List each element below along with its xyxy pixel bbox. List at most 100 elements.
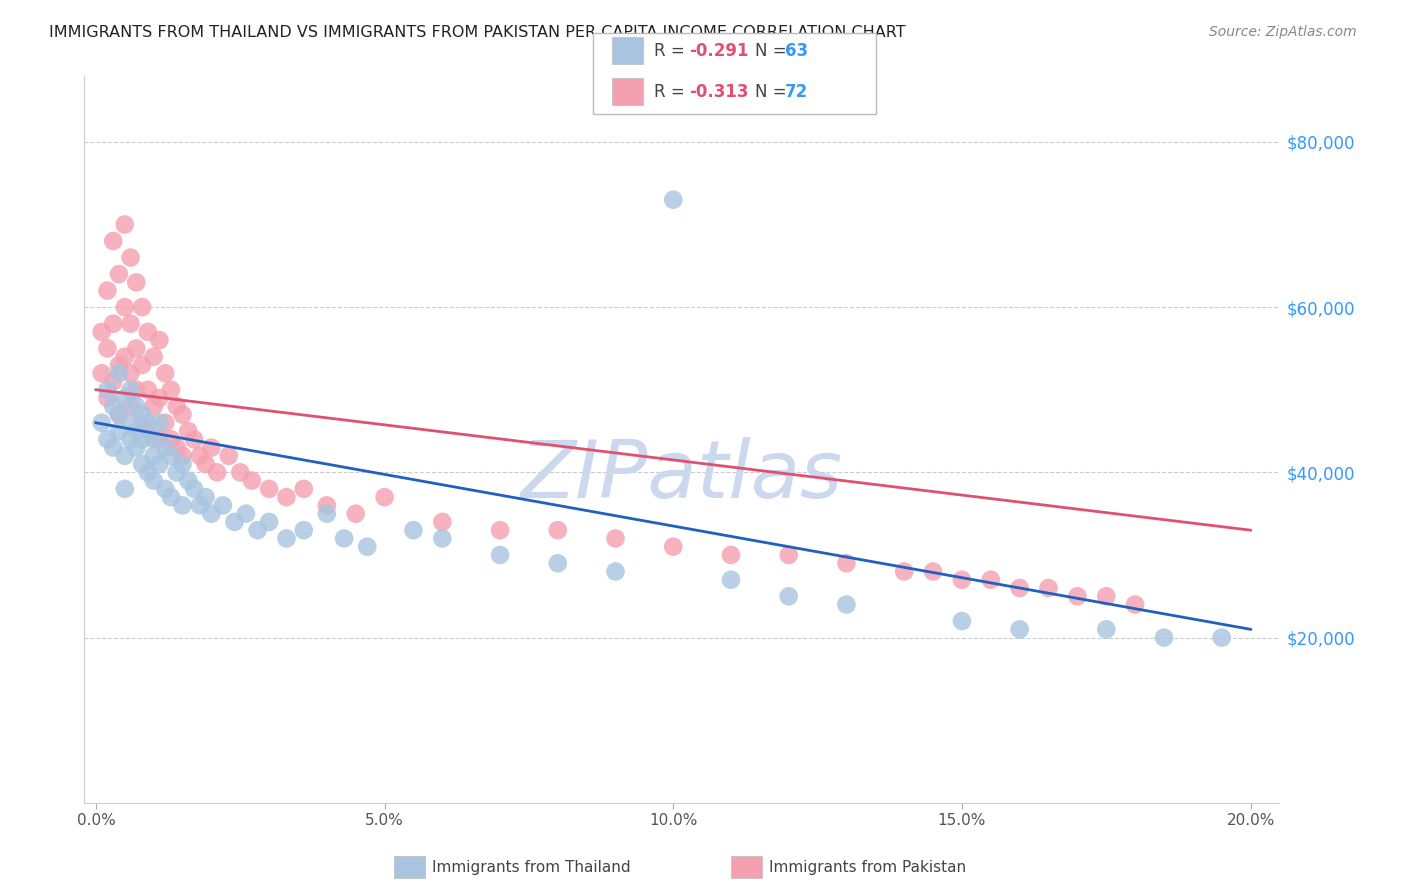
Point (194, 457, 217, 471)
Point (96, 391, 118, 405)
Point (778, 548, 800, 562)
Point (183, 482, 205, 496)
Point (547, 523, 569, 537)
Point (1211, 631, 1233, 645)
Point (131, 358, 153, 372)
Point (136, 424, 159, 438)
Point (547, 556, 569, 570)
Text: Immigrants from Pakistan: Immigrants from Pakistan (769, 860, 966, 874)
Point (153, 482, 176, 496)
Point (315, 499, 337, 513)
Point (125, 342, 148, 356)
Point (142, 474, 165, 488)
Point (662, 540, 685, 554)
Point (489, 548, 512, 562)
Point (160, 432, 183, 446)
Point (142, 432, 165, 446)
Point (120, 366, 142, 380)
Point (103, 317, 125, 331)
Point (131, 457, 153, 471)
Point (240, 474, 263, 488)
Point (172, 457, 194, 471)
Point (292, 482, 315, 496)
Point (120, 416, 142, 430)
Point (1123, 598, 1146, 612)
Point (96, 342, 118, 356)
Point (131, 408, 153, 422)
Point (114, 300, 136, 314)
Point (153, 366, 176, 380)
Point (131, 300, 153, 314)
Point (125, 276, 148, 290)
Point (142, 350, 165, 364)
Point (166, 441, 188, 455)
Point (720, 548, 742, 562)
Point (153, 441, 176, 455)
Point (108, 267, 131, 281)
Point (257, 515, 280, 529)
Point (96, 432, 118, 446)
Point (172, 499, 194, 513)
Point (188, 499, 211, 513)
Point (1095, 589, 1118, 603)
Point (114, 218, 136, 232)
Point (166, 466, 188, 480)
Text: N =: N = (755, 83, 792, 101)
Point (148, 416, 170, 430)
Point (90, 325, 112, 339)
Text: IMMIGRANTS FROM THAILAND VS IMMIGRANTS FROM PAKISTAN PER CAPITA INCOME CORRELATI: IMMIGRANTS FROM THAILAND VS IMMIGRANTS F… (49, 25, 905, 40)
Point (177, 474, 200, 488)
Point (131, 432, 153, 446)
Point (835, 556, 858, 570)
Point (153, 416, 176, 430)
Point (120, 399, 142, 413)
Point (160, 490, 183, 504)
Point (108, 424, 131, 438)
Point (374, 490, 396, 504)
Point (950, 573, 973, 587)
Point (114, 350, 136, 364)
Point (224, 515, 246, 529)
Point (1038, 581, 1060, 595)
Point (605, 565, 627, 579)
Point (950, 614, 973, 628)
Point (96, 284, 118, 298)
Point (662, 193, 685, 207)
Point (1008, 623, 1031, 637)
Point (276, 490, 298, 504)
Point (125, 399, 148, 413)
Point (893, 565, 915, 579)
Point (142, 449, 165, 463)
Point (344, 507, 367, 521)
Point (333, 532, 356, 546)
Point (218, 449, 240, 463)
Text: R =: R = (654, 83, 690, 101)
Point (1066, 589, 1088, 603)
Point (605, 532, 627, 546)
Point (200, 507, 222, 521)
Point (125, 441, 148, 455)
Point (136, 416, 159, 430)
Point (172, 408, 194, 422)
Point (315, 507, 337, 521)
Point (108, 366, 131, 380)
Text: Source: ZipAtlas.com: Source: ZipAtlas.com (1209, 25, 1357, 39)
Point (922, 565, 945, 579)
Point (108, 358, 131, 372)
Point (980, 573, 1002, 587)
Point (103, 375, 125, 389)
Point (96, 383, 118, 397)
Point (177, 424, 200, 438)
Point (1095, 623, 1118, 637)
Point (194, 490, 217, 504)
Point (90, 416, 112, 430)
Point (1008, 581, 1031, 595)
Text: 63: 63 (785, 42, 807, 60)
Point (188, 449, 211, 463)
Point (235, 507, 257, 521)
Point (172, 449, 194, 463)
Point (166, 399, 188, 413)
Point (90, 366, 112, 380)
Point (246, 523, 269, 537)
Point (131, 416, 153, 430)
